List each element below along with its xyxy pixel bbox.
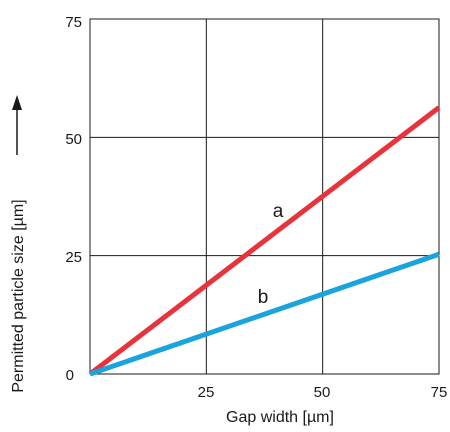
grid (89, 18, 440, 375)
x-tick-label-75: 75 (431, 384, 448, 401)
series-line-b (89, 251, 440, 377)
series-label-a: a (273, 201, 284, 222)
arrow-up-icon (12, 95, 22, 155)
y-tick-label-25: 25 (65, 249, 82, 266)
series-label-b: b (258, 287, 269, 308)
y-tick-label-50: 50 (65, 131, 82, 148)
x-tick-label-50: 50 (314, 384, 331, 401)
x-tick-label-25: 25 (198, 384, 215, 401)
x-axis-title: Gap width [µm] (226, 409, 334, 426)
y-tick-label-0: 0 (66, 367, 74, 384)
series-line-a (88, 105, 441, 376)
plot-frame (89, 18, 440, 375)
series-lines (88, 105, 441, 377)
y-tick-label-75: 75 (65, 14, 82, 31)
y-axis-title: Permitted particle size [µm] (10, 199, 27, 392)
